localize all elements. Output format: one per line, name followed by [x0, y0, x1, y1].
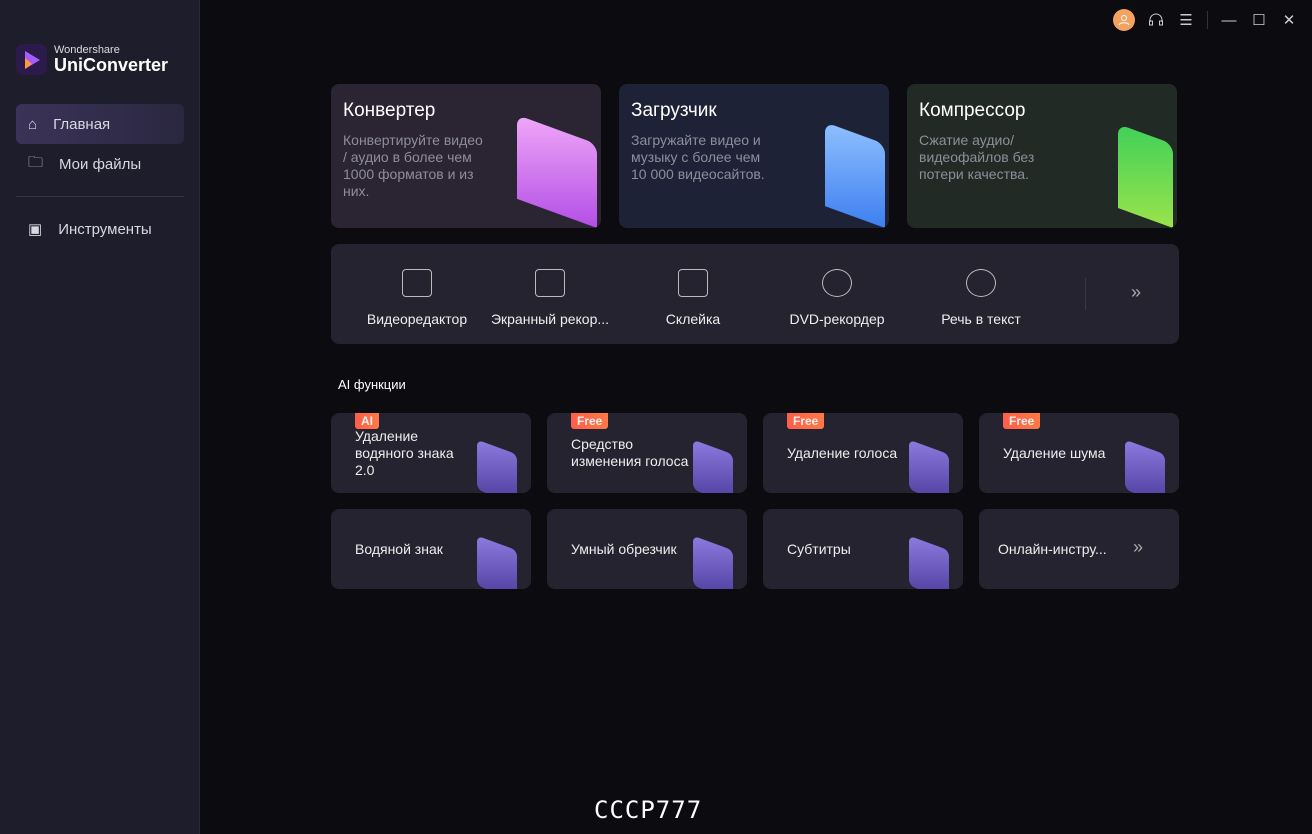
ai-card-vocal-remover[interactable]: Free Удаление голоса — [763, 413, 963, 493]
ai-badge: AI — [355, 413, 379, 429]
avatar-icon[interactable] — [1113, 9, 1135, 31]
card-label: Удаление шума — [1003, 444, 1106, 461]
headphones-icon — [1125, 439, 1165, 493]
section-title: AI функции — [338, 377, 406, 392]
minimize-icon[interactable]: — — [1221, 11, 1237, 29]
brand-small: Wondershare — [54, 43, 120, 56]
free-badge: Free — [1003, 413, 1041, 429]
card-label: Умный обрезчик — [571, 540, 677, 557]
tool-screen-recorder[interactable]: Экранный рекор... — [478, 244, 622, 344]
tool-label: DVD-рекордер — [789, 311, 885, 327]
folder-icon: 🗀 — [28, 153, 44, 171]
tool-speech-to-text[interactable]: Речь в текст — [909, 244, 1053, 344]
card-label: Удаление голоса — [787, 444, 898, 461]
tool-label: Речь в текст — [941, 311, 1021, 327]
sidebar-item-my-files[interactable]: 🗀 Мои файлы — [16, 144, 184, 184]
toolbox-icon: ▣ — [28, 221, 43, 238]
tool-label: Склейка — [665, 311, 721, 327]
ai-card-online-tools[interactable]: Онлайн-инстру... » — [979, 509, 1179, 589]
tool-label: Экранный рекор... — [490, 311, 610, 327]
voice-changer-icon — [693, 439, 733, 493]
video-editor-icon — [402, 269, 432, 297]
sidebar-item-label: Мои файлы — [59, 155, 142, 173]
download-icon — [825, 122, 885, 228]
tool-dvd-recorder[interactable]: DVD-рекордер — [765, 244, 909, 344]
chevron-right-icon: » — [1133, 537, 1144, 557]
ai-card-subtitles[interactable]: Субтитры — [763, 509, 963, 589]
watermark-remover-icon — [477, 439, 517, 493]
tool-video-editor[interactable]: Видеоредактор — [345, 244, 489, 344]
maximize-icon[interactable]: ☐ — [1252, 12, 1266, 29]
watermark-icon — [477, 535, 517, 589]
title-bar: ☰ — ☐ ✕ — [1107, 0, 1312, 40]
sidebar-divider — [16, 196, 184, 197]
free-badge: Free — [571, 413, 609, 429]
logo-play-icon — [16, 44, 47, 75]
card-description: Загружайте видео и музыку с более чем 10… — [631, 132, 765, 182]
subtitles-icon — [909, 535, 949, 589]
card-label: Онлайн-инстру... — [998, 540, 1107, 557]
card-title: Загрузчик — [631, 100, 717, 121]
watermark-text: СССР777 — [594, 796, 703, 824]
card-title: Компрессор — [919, 100, 1026, 121]
tool-merger[interactable]: Склейка — [621, 244, 765, 344]
tools-row: Видеоредактор Экранный рекор... Склейка … — [331, 244, 1179, 344]
headset-icon[interactable] — [1141, 5, 1171, 35]
sidebar-item-tools[interactable]: ▣ Инструменты — [16, 209, 184, 249]
free-badge: Free — [787, 413, 825, 429]
app-logo: Wondershare UniConverter — [16, 44, 168, 75]
sidebar-item-label: Главная — [53, 115, 111, 133]
card-title: Конвертер — [343, 100, 436, 121]
vocal-remover-icon — [909, 439, 949, 493]
downloader-card[interactable]: Загрузчик Загружайте видео и музыку с бо… — [619, 84, 889, 228]
card-label: Удаление водяного знака 2.0 — [355, 427, 454, 478]
card-label: Водяной знак — [355, 540, 443, 557]
card-label: Субтитры — [787, 540, 851, 557]
compress-icon — [1118, 123, 1173, 228]
converter-icon — [517, 114, 597, 228]
home-icon: ⌂ — [28, 115, 38, 133]
ai-card-noise-remover[interactable]: Free Удаление шума — [979, 413, 1179, 493]
ai-card-watermark[interactable]: Водяной знак — [331, 509, 531, 589]
sidebar: Wondershare UniConverter ⌂ Главная 🗀 Мои фа… — [0, 0, 200, 834]
dvd-icon — [822, 269, 852, 297]
brand-name: UniConverter — [54, 54, 169, 75]
ai-card-watermark-remover[interactable]: AI Удаление водяного знака 2.0 — [331, 413, 531, 493]
ai-card-smart-trimmer[interactable]: Умный обрезчик — [547, 509, 747, 589]
speech-icon — [966, 269, 996, 297]
converter-card[interactable]: Конвертер Конвертируйте видео / аудио в … — [331, 84, 601, 228]
compressor-card[interactable]: Компрессор Сжатие аудио/ видеофайлов без… — [907, 84, 1177, 228]
card-label: Средство изменения голоса — [571, 436, 689, 469]
sidebar-item-label: Инструменты — [58, 220, 152, 238]
smart-trimmer-icon — [693, 535, 733, 589]
screen-recorder-icon — [535, 269, 565, 297]
sidebar-item-home[interactable]: ⌂ Главная — [16, 104, 184, 144]
menu-icon[interactable]: ☰ — [1179, 12, 1193, 29]
close-icon[interactable]: ✕ — [1282, 12, 1296, 29]
card-description: Сжатие аудио/ видеофайлов без потери кач… — [919, 132, 1035, 182]
more-tools-chevron-icon[interactable]: » — [1131, 282, 1142, 302]
tool-label: Видеоредактор — [366, 311, 468, 327]
card-description: Конвертируйте видео / аудио в более чем … — [343, 132, 483, 199]
ai-card-voice-changer[interactable]: Free Средство изменения голоса — [547, 413, 747, 493]
merge-icon — [678, 269, 708, 297]
